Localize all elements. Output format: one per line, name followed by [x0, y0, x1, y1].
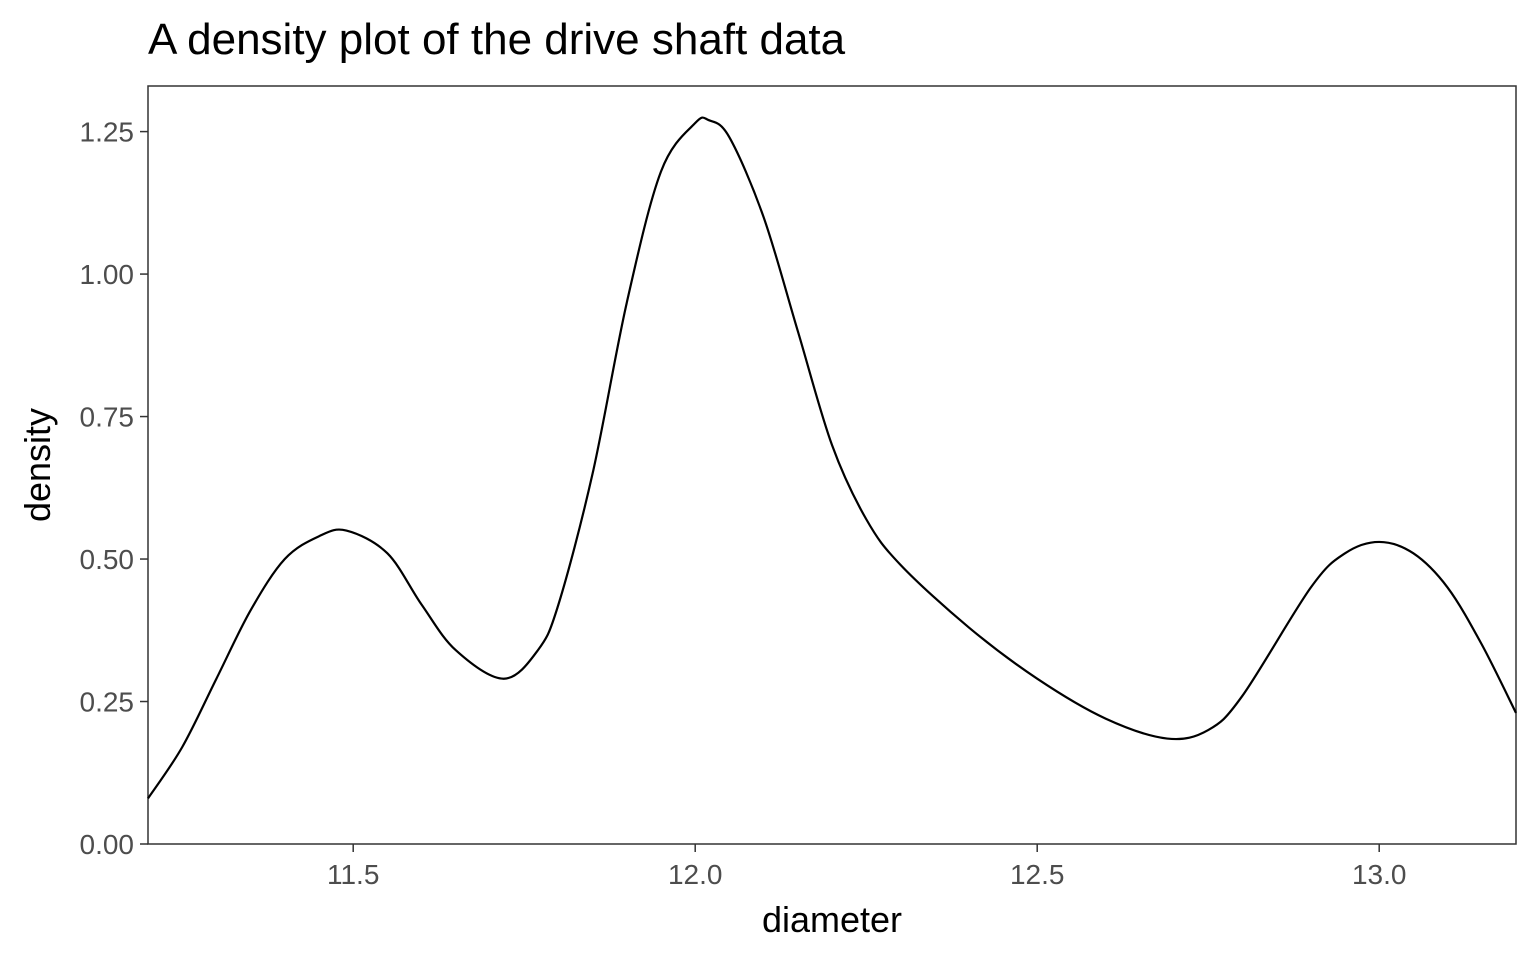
x-tick-label: 12.0	[668, 859, 723, 890]
chart-title: A density plot of the drive shaft data	[148, 15, 846, 64]
plot-panel	[147, 85, 1517, 845]
y-tick-label: 0.25	[80, 687, 135, 718]
y-tick-label: 1.00	[80, 259, 135, 290]
x-tick-label: 11.5	[327, 859, 379, 890]
x-tick-label: 13.0	[1352, 859, 1407, 890]
x-tick-label: 12.5	[1010, 859, 1065, 890]
y-tick-label: 1.25	[80, 117, 135, 148]
y-tick-label: 0.75	[80, 402, 135, 433]
x-axis-title: diameter	[762, 899, 902, 940]
x-axis: 11.5 12.0 12.5 13.0	[327, 844, 1406, 890]
y-tick-label: 0.50	[80, 544, 135, 575]
density-curve	[147, 116, 1517, 800]
y-tick-label: 0.00	[80, 829, 135, 860]
y-axis-title: density	[17, 408, 58, 522]
y-axis: 0.00 0.25 0.50 0.75 1.00 1.25	[80, 117, 148, 860]
